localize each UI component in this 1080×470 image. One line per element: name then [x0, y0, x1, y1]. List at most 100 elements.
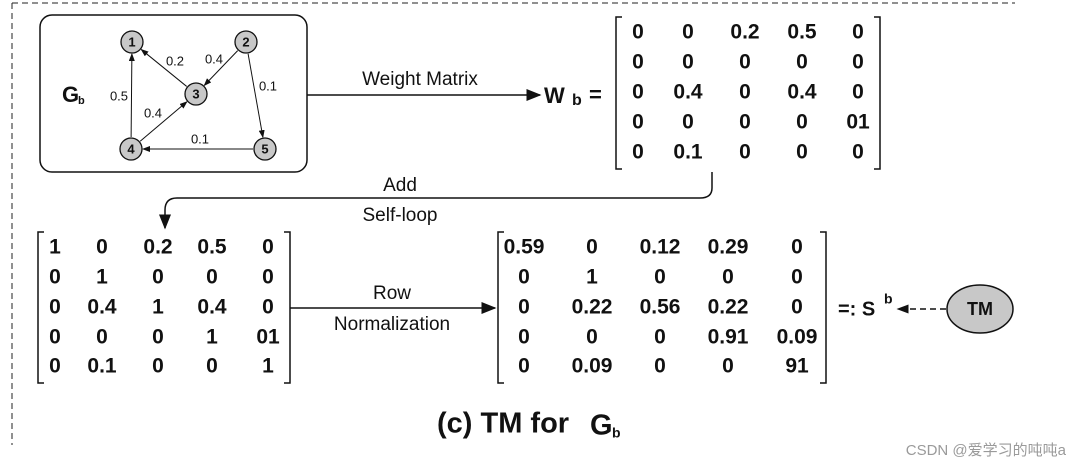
matrix-cell: 0 — [262, 236, 274, 259]
matrix-cell: 0 — [262, 266, 274, 289]
matrix-cell: 0 — [632, 141, 644, 164]
matrix-cell: 0.4 — [673, 81, 703, 104]
matrix-cell: 0 — [654, 326, 666, 349]
matrix-cell: 0 — [206, 355, 218, 378]
matrix-cell: 0.2 — [143, 236, 172, 259]
matrix-cell: 0 — [791, 236, 803, 259]
matrix-cell: 0 — [632, 81, 644, 104]
matrix-cell: 0 — [796, 111, 808, 134]
graph-label: G — [62, 82, 79, 107]
node-label: 5 — [261, 141, 268, 156]
matrix-cell: 0 — [722, 355, 734, 378]
node — [184, 82, 208, 106]
matrix-cell: 0.4 — [787, 81, 817, 104]
matrix-cell: 0 — [791, 296, 803, 319]
edge — [139, 101, 188, 142]
node-label: 3 — [192, 86, 199, 101]
matrix-cell: 0 — [49, 355, 61, 378]
matrix-cell: 0 — [518, 355, 530, 378]
matrix-cell: 0 — [206, 266, 218, 289]
tm-label: TM — [967, 299, 993, 319]
edge-label: 0.4 — [144, 105, 162, 120]
matrix-cell: 0.29 — [708, 236, 749, 259]
matrix-cell: 0.2 — [730, 21, 759, 44]
watermark: CSDN @爱学习的吨吨a — [906, 442, 1067, 459]
matrix-cell: 0.09 — [777, 326, 818, 349]
matrix-cell: 0.4 — [197, 296, 227, 319]
node — [119, 137, 143, 161]
matrix-cell: 0 — [152, 355, 164, 378]
matrix-cell: 1 — [586, 266, 598, 289]
matrix-cell: 0 — [682, 21, 694, 44]
matrix-cell: 0 — [152, 266, 164, 289]
matrix-cell: 0.22 — [708, 296, 749, 319]
matrix-cell: 0.09 — [572, 355, 613, 378]
matrix-cell: 1 — [262, 355, 274, 378]
node-label: 2 — [242, 34, 249, 49]
matrix-cell: 0 — [739, 141, 751, 164]
matrix-cell: 1 — [206, 326, 218, 349]
bracket — [615, 16, 622, 170]
matrix-cell: 0 — [796, 141, 808, 164]
edge-label: 0.4 — [205, 51, 223, 66]
matrix-cell: 0 — [518, 326, 530, 349]
graph-box — [39, 14, 308, 173]
w-sub: b — [572, 92, 582, 109]
node — [234, 30, 258, 54]
matrix-cell: 0 — [682, 111, 694, 134]
matrix-cell: 0 — [796, 51, 808, 74]
matrix-cell: 0 — [49, 266, 61, 289]
matrix-cell: 0 — [49, 296, 61, 319]
matrix-cell: 0.1 — [673, 141, 703, 164]
edge-label: 0.1 — [259, 78, 277, 93]
matrix-cell: 0 — [852, 81, 864, 104]
edge — [140, 48, 188, 87]
matrix-cell: 0 — [586, 236, 598, 259]
bracket — [37, 231, 44, 384]
arrow — [159, 172, 713, 230]
matrix-cell: 0.59 — [504, 236, 545, 259]
edge — [247, 53, 265, 139]
edge-label: 0.2 — [166, 53, 184, 68]
matrix-cell: 1 — [152, 296, 164, 319]
matrix-cell: 0 — [722, 266, 734, 289]
matrix-cell: 0 — [654, 266, 666, 289]
matrix-cell: 0 — [682, 51, 694, 74]
matrix-cell: 0 — [49, 326, 61, 349]
s-sup: b — [884, 291, 893, 307]
bracket — [284, 231, 291, 384]
bracket — [497, 231, 504, 384]
matrix-cell: 1 — [49, 236, 61, 259]
matrix-cell: 91 — [785, 355, 809, 378]
matrix-cell: 0.22 — [572, 296, 613, 319]
matrix-cell: 0 — [739, 51, 751, 74]
node — [120, 30, 144, 54]
caption-g: G — [590, 410, 613, 442]
arrow-label: Weight Matrix — [362, 69, 478, 90]
edge-label: 0.1 — [191, 131, 209, 146]
node-label: 4 — [127, 141, 135, 156]
w-label: W — [544, 83, 565, 108]
matrix-cell: 0 — [96, 236, 108, 259]
bracket — [874, 16, 881, 170]
matrix-cell: 0 — [632, 51, 644, 74]
matrix-cell: 0 — [518, 266, 530, 289]
matrix-cell: 0 — [791, 266, 803, 289]
arrow-label: Add — [383, 175, 417, 196]
matrix-cell: 0 — [632, 21, 644, 44]
matrix-cell: 0.5 — [197, 236, 227, 259]
tm-node — [946, 284, 1014, 334]
matrix-cell: 0 — [152, 326, 164, 349]
caption: (c) TM for — [437, 408, 569, 440]
matrix-cell: 0 — [852, 141, 864, 164]
matrix-cell: 0 — [96, 326, 108, 349]
node-label: 1 — [128, 34, 135, 49]
node — [253, 137, 277, 161]
graph-label-sub: b — [78, 95, 85, 107]
s-label: =: S — [838, 298, 875, 320]
matrix-cell: 0 — [586, 326, 598, 349]
w-eq: = — [589, 82, 602, 107]
matrix-cell: 0 — [739, 81, 751, 104]
